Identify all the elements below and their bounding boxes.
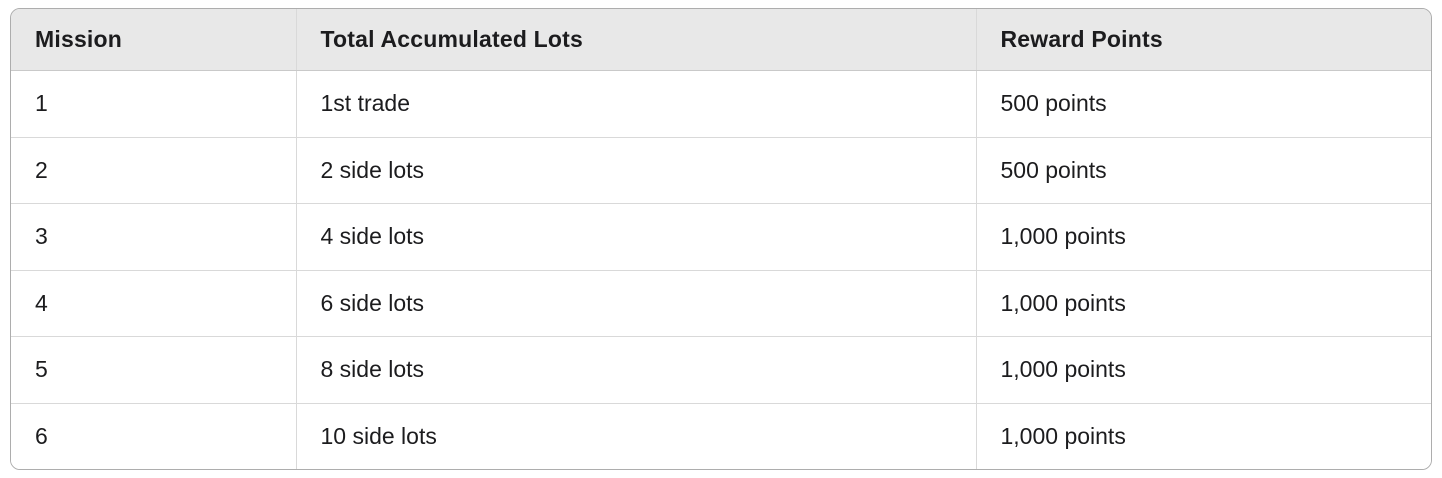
rewards-table-container: Mission Total Accumulated Lots Reward Po… [10,8,1432,470]
header-row: Mission Total Accumulated Lots Reward Po… [11,9,1431,71]
lots-cell: 4 side lots [295,203,976,270]
reward-cell: 1,000 points [975,203,1431,270]
lots-cell: 1st trade [295,70,976,137]
mission-cell: 6 [11,402,296,469]
lots-cell: 6 side lots [295,269,976,337]
reward-cell: 1,000 points [975,402,1431,469]
mission-cell: 1 [11,70,296,137]
table-row: 2 2 side lots 500 points [11,136,1431,204]
table-row: 3 4 side lots 1,000 points [11,203,1431,270]
table-row: 1 1st trade 500 points [11,70,1431,137]
column-header-reward: Reward Points [975,9,1431,71]
mission-cell: 3 [11,203,296,270]
column-header-lots: Total Accumulated Lots [295,9,976,71]
mission-cell: 2 [11,136,296,204]
lots-cell: 8 side lots [295,336,976,403]
lots-cell: 2 side lots [295,136,976,204]
reward-cell: 500 points [975,136,1431,204]
table-row: 5 8 side lots 1,000 points [11,336,1431,403]
table-row: 4 6 side lots 1,000 points [11,269,1431,337]
mission-cell: 5 [11,336,296,403]
table-header: Mission Total Accumulated Lots Reward Po… [11,9,1431,71]
reward-cell: 1,000 points [975,269,1431,337]
table-row: 6 10 side lots 1,000 points [11,402,1431,469]
column-header-mission: Mission [11,9,296,71]
table-body: 1 1st trade 500 points 2 2 side lots 500… [11,70,1431,469]
mission-cell: 4 [11,269,296,337]
reward-cell: 1,000 points [975,336,1431,403]
lots-cell: 10 side lots [295,402,976,469]
rewards-table: Mission Total Accumulated Lots Reward Po… [11,9,1431,469]
reward-cell: 500 points [975,70,1431,137]
